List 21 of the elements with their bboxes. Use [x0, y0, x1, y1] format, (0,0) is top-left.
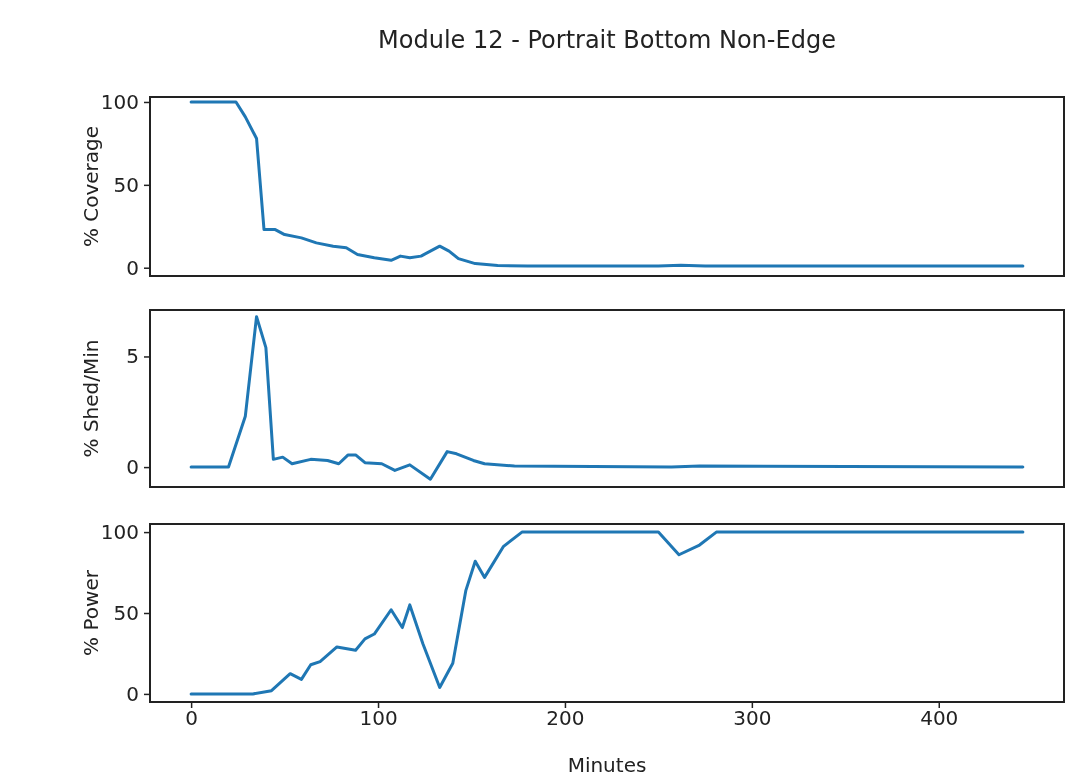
x-axis-title: Minutes [567, 753, 647, 777]
y-tick-label: 50 [113, 600, 139, 625]
y-tick-label: 50 [113, 172, 139, 197]
x-tick-label: 100 [359, 706, 398, 731]
y-tick-label: 100 [100, 519, 139, 544]
y-tick-label: 100 [100, 89, 139, 114]
chart-title: Module 12 - Portrait Bottom Non-Edge [378, 26, 836, 54]
x-tick-label: 300 [733, 706, 772, 731]
line-series [189, 100, 1025, 268]
y-axis-title: % Power [79, 569, 103, 656]
line-series [189, 315, 1025, 481]
line-series [189, 530, 1025, 696]
y-tick-label: 0 [126, 255, 139, 280]
x-tick-label: 400 [920, 706, 959, 731]
x-tick-label: 0 [185, 706, 198, 731]
y-axis-title: % Coverage [79, 125, 103, 248]
x-tick-label: 200 [546, 706, 585, 731]
y-tick-label: 5 [126, 344, 139, 369]
y-tick-label: 0 [126, 454, 139, 479]
y-axis-title: % Shed/Min [79, 339, 103, 458]
y-tick-label: 0 [126, 681, 139, 706]
